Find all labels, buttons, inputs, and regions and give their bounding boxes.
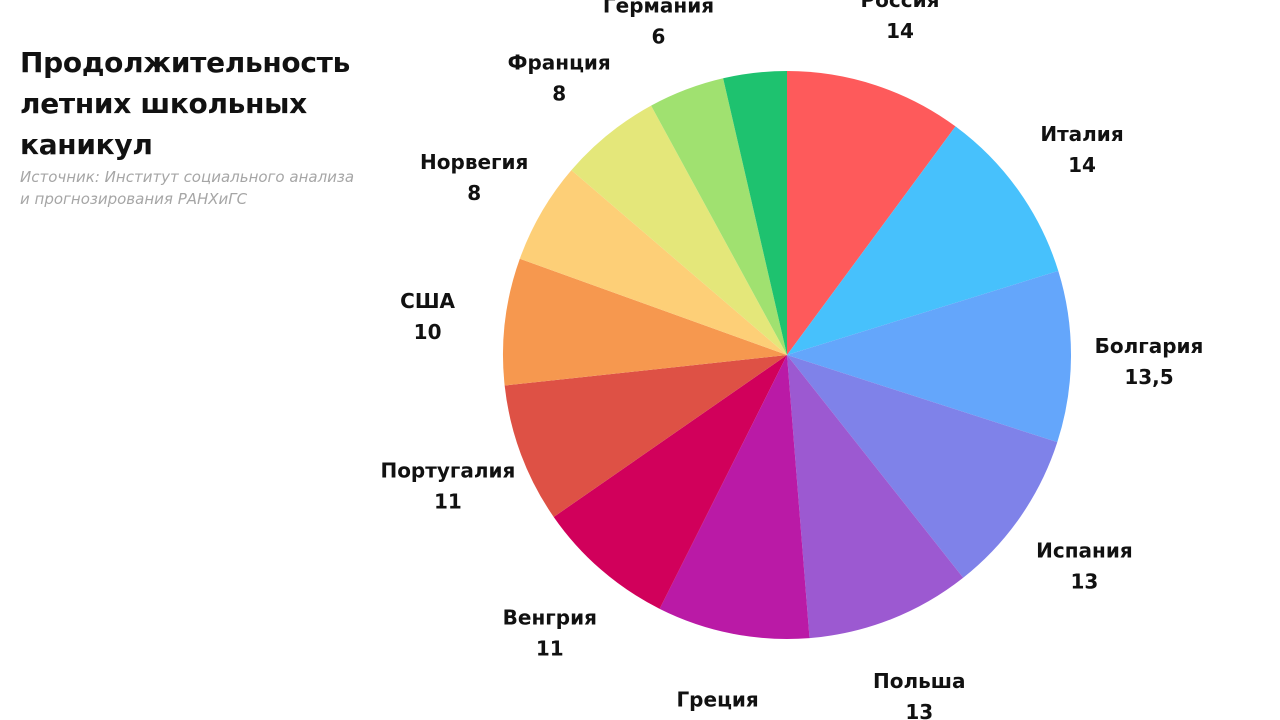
chart-title: Продолжительность летних школьных канику…: [20, 46, 350, 161]
slice-label: Венгрия: [503, 606, 597, 630]
pie-slice-3: [787, 270, 1072, 443]
slice-value-label: 8: [467, 181, 481, 205]
slice-label: Германия: [603, 0, 714, 18]
slice-value-label: 13: [905, 700, 933, 720]
slice-label: Италия: [1040, 122, 1123, 146]
pie-labels: Россия 14 Италия 14 Болгария 13,5 Испания 13 Пол…: [380, 0, 1203, 720]
slice-value-label: 13: [1070, 569, 1098, 593]
slice-value-label: 12: [704, 718, 732, 720]
pie-slice-5: [787, 355, 964, 639]
chart-source: Источник: Институт социального анализа и…: [20, 168, 355, 208]
pie-slice-12: [651, 78, 787, 356]
slice-value-label: 6: [652, 25, 666, 49]
pie-slice-13: [723, 71, 787, 355]
pie-slice-2: [787, 126, 1059, 355]
pie-slice-10: [519, 170, 787, 355]
slice-value-label: 10: [414, 320, 442, 344]
slice-value-label: 14: [886, 19, 914, 43]
slice-label: Болгария: [1095, 334, 1204, 358]
slice-label: Греция: [676, 687, 758, 711]
slice-label: Испания: [1036, 538, 1133, 562]
slice-value-label: 11: [434, 490, 462, 514]
pie-slice-8: [504, 355, 787, 517]
pie-slice-1: [787, 71, 956, 355]
pie-slice-9: [503, 258, 787, 386]
pie-slice-6: [659, 355, 810, 640]
pie-slice-4: [787, 355, 1058, 578]
slice-value-label: 13,5: [1124, 365, 1173, 389]
slice-value-label: 8: [552, 82, 566, 106]
slice-label: Франция: [508, 51, 611, 75]
slice-label: Норвегия: [420, 150, 528, 174]
slice-value-label: 11: [536, 637, 564, 661]
slice-label: Польша: [873, 669, 966, 693]
slice-label: Россия: [861, 0, 940, 12]
slice-value-label: 14: [1068, 153, 1096, 177]
pie-slice-11: [571, 105, 787, 355]
pie-slices: [503, 71, 1072, 640]
slice-label: Португалия: [380, 459, 515, 483]
slice-label: США: [400, 289, 455, 313]
pie-slice-7: [553, 355, 787, 609]
